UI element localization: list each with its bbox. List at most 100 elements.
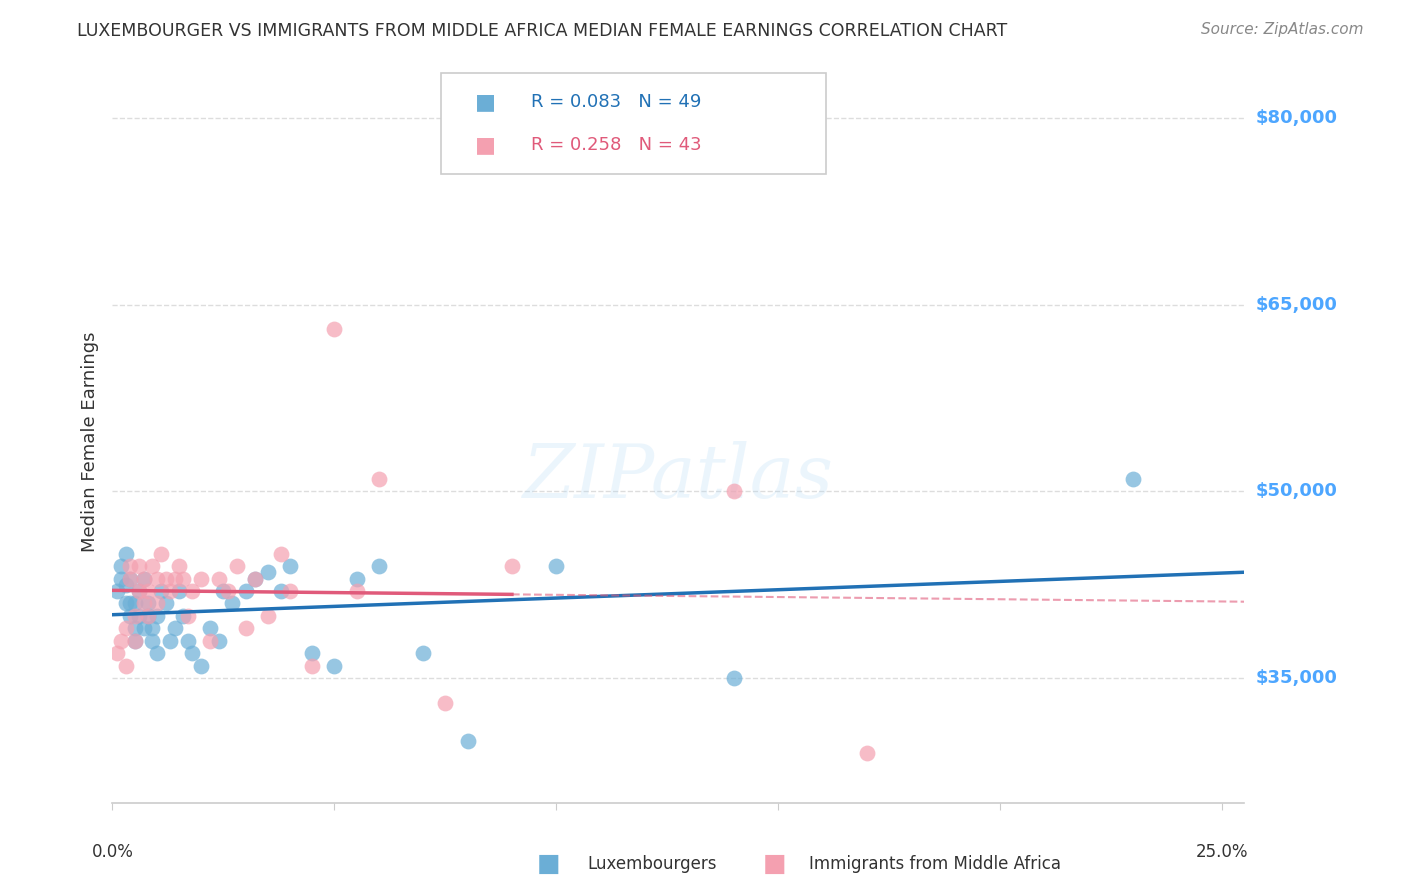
Point: [150, 584, 173, 599]
Point: [1122, 472, 1144, 486]
Text: $35,000: $35,000: [1256, 669, 1337, 687]
Point: [105, 584, 128, 599]
Point: [146, 572, 169, 586]
Point: [412, 646, 434, 660]
Point: [128, 559, 150, 574]
Point: [217, 584, 239, 599]
Point: [124, 633, 146, 648]
Point: [136, 609, 159, 624]
Point: [235, 584, 257, 599]
Text: Luxembourgers: Luxembourgers: [588, 855, 717, 873]
Point: [150, 547, 173, 561]
Point: [120, 559, 142, 574]
Point: [323, 658, 346, 673]
Y-axis label: Median Female Earnings: Median Female Earnings: [80, 331, 98, 552]
Point: [278, 584, 301, 599]
Point: [110, 633, 132, 648]
Point: [159, 584, 181, 599]
Point: [301, 646, 323, 660]
Point: [155, 597, 177, 611]
Point: [120, 572, 142, 586]
Text: R = 0.083   N = 49: R = 0.083 N = 49: [531, 93, 702, 111]
Point: [136, 597, 159, 611]
Point: [114, 578, 136, 592]
Point: [136, 609, 159, 624]
Point: [159, 633, 181, 648]
Point: [114, 621, 136, 635]
Point: [225, 559, 247, 574]
Point: [190, 572, 212, 586]
Text: ZIPatlas: ZIPatlas: [523, 442, 834, 514]
Point: [146, 597, 169, 611]
Point: [457, 733, 479, 747]
Point: [367, 472, 389, 486]
Point: [114, 597, 136, 611]
Text: $65,000: $65,000: [1256, 295, 1337, 313]
Point: [256, 566, 278, 580]
Point: [856, 746, 879, 760]
Text: 25.0%: 25.0%: [1197, 843, 1249, 861]
Point: [301, 658, 323, 673]
Point: [167, 559, 190, 574]
Point: [208, 572, 231, 586]
Point: [146, 646, 169, 660]
Point: [501, 559, 523, 574]
Point: [181, 584, 204, 599]
Point: [346, 584, 368, 599]
Point: [163, 572, 186, 586]
Point: [212, 584, 235, 599]
Point: [120, 597, 142, 611]
Text: LUXEMBOURGER VS IMMIGRANTS FROM MIDDLE AFRICA MEDIAN FEMALE EARNINGS CORRELATION: LUXEMBOURGER VS IMMIGRANTS FROM MIDDLE A…: [77, 22, 1008, 40]
Point: [723, 671, 745, 685]
Text: ■: ■: [537, 852, 560, 876]
Point: [132, 572, 155, 586]
Point: [155, 572, 177, 586]
Point: [346, 572, 368, 586]
Point: [270, 547, 292, 561]
Point: [208, 633, 231, 648]
Text: ■: ■: [475, 92, 496, 112]
Point: [110, 559, 132, 574]
Point: [114, 658, 136, 673]
Text: Immigrants from Middle Africa: Immigrants from Middle Africa: [808, 855, 1060, 873]
Point: [124, 621, 146, 635]
Point: [110, 572, 132, 586]
Text: ■: ■: [763, 852, 786, 876]
Point: [173, 572, 195, 586]
Point: [141, 621, 163, 635]
Point: [198, 621, 221, 635]
Point: [128, 584, 150, 599]
Point: [128, 609, 150, 624]
Point: [105, 646, 128, 660]
Point: [270, 584, 292, 599]
Point: [146, 609, 169, 624]
Point: [256, 609, 278, 624]
Point: [243, 572, 266, 586]
Point: [278, 559, 301, 574]
Point: [132, 621, 155, 635]
Point: [190, 658, 212, 673]
Point: [136, 584, 159, 599]
Point: [221, 597, 243, 611]
Point: [235, 621, 257, 635]
Point: [132, 572, 155, 586]
Point: [434, 696, 457, 710]
Point: [181, 646, 204, 660]
Point: [323, 322, 346, 336]
Point: [132, 597, 155, 611]
Point: [367, 559, 389, 574]
Text: 0.0%: 0.0%: [91, 843, 134, 861]
Point: [114, 547, 136, 561]
Point: [546, 559, 568, 574]
Point: [167, 584, 190, 599]
Point: [124, 633, 146, 648]
Point: [173, 609, 195, 624]
Text: R = 0.258   N = 43: R = 0.258 N = 43: [531, 136, 702, 154]
Point: [723, 484, 745, 499]
Text: $50,000: $50,000: [1256, 483, 1337, 500]
Point: [120, 572, 142, 586]
Point: [128, 584, 150, 599]
Point: [177, 609, 200, 624]
Text: ■: ■: [475, 136, 496, 155]
FancyBboxPatch shape: [440, 73, 825, 174]
